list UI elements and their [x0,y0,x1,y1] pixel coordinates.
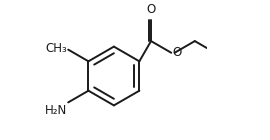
Text: O: O [146,3,156,16]
Text: H₂N: H₂N [45,104,67,117]
Text: O: O [172,46,181,59]
Text: CH₃: CH₃ [45,42,67,55]
